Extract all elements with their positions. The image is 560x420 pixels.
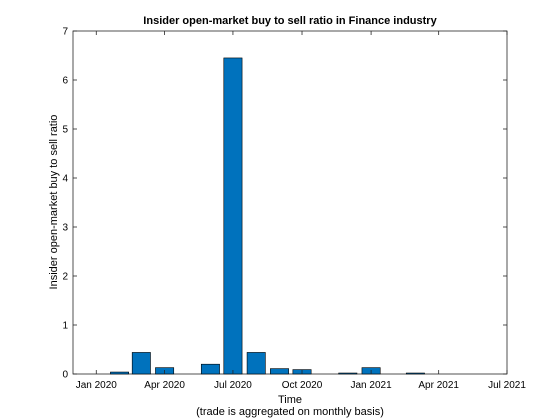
y-tick-label: 7 bbox=[62, 27, 68, 38]
bar bbox=[132, 352, 150, 374]
y-tick-label: 4 bbox=[62, 174, 68, 185]
x-axis-note: (trade is aggregated on monthly basis) bbox=[196, 406, 384, 418]
x-tick-label: Jan 2021 bbox=[351, 380, 393, 391]
bar bbox=[247, 352, 265, 374]
chart-title: Insider open-market buy to sell ratio in… bbox=[143, 15, 437, 27]
bar bbox=[224, 58, 242, 374]
plot-area: Jan 2020 Apr 2020 Jul 2020 Oct 2020 Jan 2021… bbox=[62, 27, 526, 392]
x-tick-label: Jul 2021 bbox=[488, 380, 526, 391]
y-tick-label: 1 bbox=[62, 321, 68, 332]
x-tick-label: Apr 2021 bbox=[418, 380, 459, 391]
x-tick-label: Jan 2020 bbox=[76, 380, 118, 391]
y-tick-label: 3 bbox=[62, 223, 68, 234]
x-tick-label: Jul 2020 bbox=[214, 380, 252, 391]
y-tick-label: 5 bbox=[62, 125, 68, 136]
bar bbox=[270, 369, 288, 374]
bar bbox=[406, 373, 424, 374]
x-tick-label: Oct 2020 bbox=[282, 380, 323, 391]
y-tick-label: 2 bbox=[62, 272, 68, 283]
y-tick-label: 0 bbox=[62, 370, 68, 381]
y-tick-label: 6 bbox=[62, 76, 68, 87]
x-axis-label: Time bbox=[278, 394, 302, 406]
x-tick-label: Apr 2020 bbox=[144, 380, 185, 391]
axes-box bbox=[73, 31, 507, 374]
y-axis-label: Insider open-market buy to sell ratio bbox=[48, 115, 60, 290]
bar bbox=[201, 364, 219, 374]
bar bbox=[339, 373, 357, 374]
bar bbox=[110, 372, 128, 374]
